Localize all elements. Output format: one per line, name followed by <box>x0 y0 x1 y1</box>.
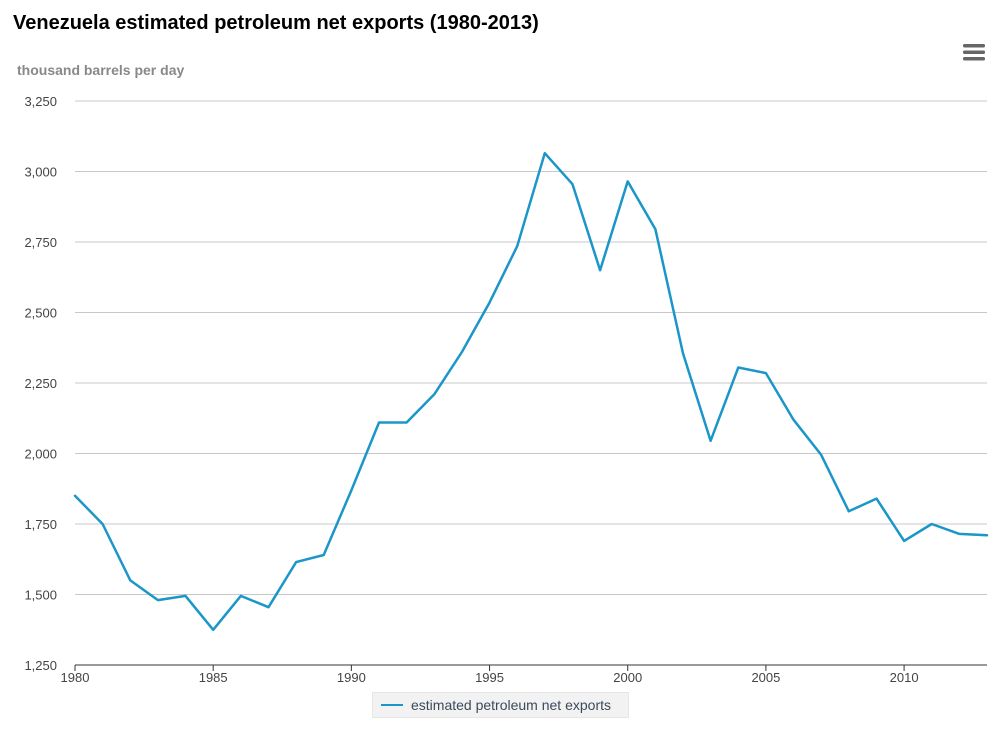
axes <box>74 664 987 671</box>
data-point[interactable] <box>486 299 494 307</box>
chart-title: Venezuela estimated petroleum net export… <box>13 12 539 34</box>
data-point[interactable] <box>264 603 272 611</box>
tick-labels: thousand barrels per day 1,250 1,500 1,750 2… <box>17 62 919 685</box>
data-point[interactable] <box>872 495 880 503</box>
data-point[interactable] <box>983 531 991 539</box>
data-point[interactable] <box>458 348 466 356</box>
data-point[interactable] <box>651 225 659 233</box>
y-tick-label: 2,250 <box>24 376 57 391</box>
data-point[interactable] <box>845 507 853 515</box>
data-point[interactable] <box>568 180 576 188</box>
data-point[interactable] <box>513 242 521 250</box>
data-point[interactable] <box>237 592 245 600</box>
x-tick-label: 2000 <box>613 670 642 685</box>
data-point[interactable] <box>541 149 549 157</box>
data-point[interactable] <box>320 551 328 559</box>
data-point[interactable] <box>790 416 798 424</box>
y-axis-title: thousand barrels per day <box>17 62 184 78</box>
y-tick-label: 2,000 <box>24 447 57 462</box>
data-point[interactable] <box>375 418 383 426</box>
x-tick-label: 1990 <box>337 670 366 685</box>
data-point[interactable] <box>679 349 687 357</box>
x-tick-label: 1985 <box>199 670 228 685</box>
data-point[interactable] <box>403 418 411 426</box>
data-point[interactable] <box>292 558 300 566</box>
x-tick-label: 2010 <box>890 670 919 685</box>
data-point[interactable] <box>209 626 217 634</box>
data-point[interactable] <box>71 492 79 500</box>
data-point[interactable] <box>182 592 190 600</box>
data-point[interactable] <box>99 520 107 528</box>
data-point[interactable] <box>126 576 134 584</box>
legend-label: estimated petroleum net exports <box>411 697 611 713</box>
data-point[interactable] <box>734 363 742 371</box>
data-point[interactable] <box>955 530 963 538</box>
series-line[interactable] <box>73 151 989 632</box>
data-point[interactable] <box>347 486 355 494</box>
x-tick-label: 1995 <box>475 670 504 685</box>
y-tick-label: 3,250 <box>24 94 57 109</box>
data-point[interactable] <box>928 520 936 528</box>
y-tick-label: 2,750 <box>24 235 57 250</box>
data-point[interactable] <box>154 596 162 604</box>
data-point[interactable] <box>762 369 770 377</box>
y-tick-label: 1,250 <box>24 658 57 673</box>
data-point[interactable] <box>430 390 438 398</box>
hamburger-menu-icon[interactable] <box>962 42 986 62</box>
data-point[interactable] <box>596 266 604 274</box>
data-point[interactable] <box>817 451 825 459</box>
data-point[interactable] <box>624 177 632 185</box>
legend-item[interactable]: estimated petroleum net exports <box>372 692 629 718</box>
y-tick-label: 3,000 <box>24 165 57 180</box>
data-point[interactable] <box>900 537 908 545</box>
grid-lines <box>75 100 987 595</box>
y-tick-label: 1,500 <box>24 588 57 603</box>
y-tick-label: 2,500 <box>24 306 57 321</box>
x-tick-label: 1980 <box>61 670 90 685</box>
y-tick-label: 1,750 <box>24 517 57 532</box>
data-point[interactable] <box>707 437 715 445</box>
x-tick-label: 2005 <box>751 670 780 685</box>
series-layer <box>71 149 991 634</box>
legend-swatch <box>381 704 403 706</box>
